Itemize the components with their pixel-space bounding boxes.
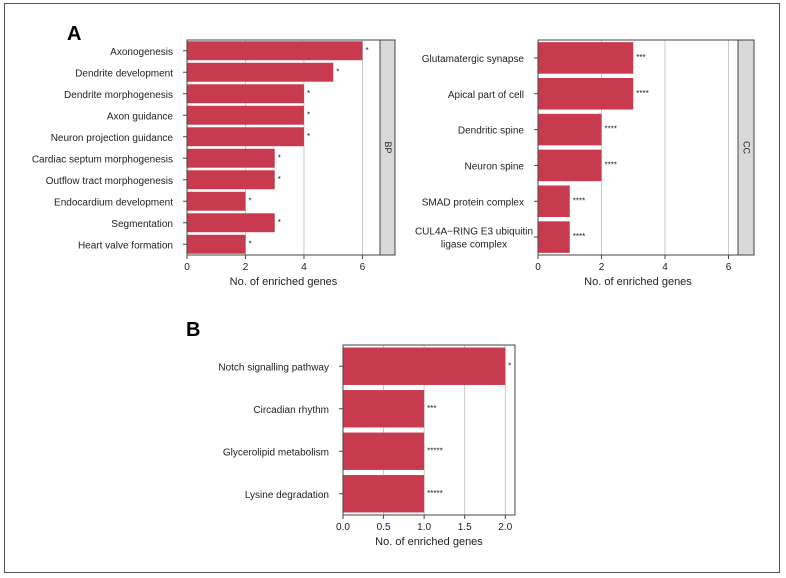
bp-bar	[187, 213, 275, 233]
kegg-bar	[343, 390, 425, 428]
kegg-x-axis-title: No. of enriched genes	[375, 536, 483, 548]
cc-plot-area	[538, 40, 738, 255]
bp-category-label: Outflow tract morphogenesis	[46, 176, 173, 187]
bp-x-tick-label: 6	[360, 262, 366, 273]
cc-significance-label: ****	[604, 125, 616, 134]
cc-x-tick-label: 6	[726, 262, 732, 273]
kegg-category-label: Glycerolipid metabolism	[223, 447, 329, 458]
bp-bar	[187, 148, 275, 168]
bp-significance-label: *	[278, 153, 281, 162]
cc-bar	[538, 42, 634, 74]
cc-facet-strip	[737, 39, 755, 256]
cc-category-label: CUL4A−RING E3 ubiquitin ligase complex	[415, 227, 533, 251]
kegg-category-label: Circadian rhythm	[253, 405, 329, 416]
bp-category-label: Segmentation	[111, 219, 173, 230]
bp-category-label: Dendrite development	[75, 68, 173, 79]
bp-bar	[187, 41, 363, 61]
bp-x-tick-label: 0	[184, 262, 190, 273]
cc-x-tick-label: 0	[535, 262, 541, 273]
bp-category-label: Axonogenesis	[110, 47, 173, 58]
kegg-bar	[343, 432, 425, 470]
bp-significance-label: *	[336, 67, 339, 76]
cc-bar	[538, 77, 634, 110]
bp-bar	[187, 170, 275, 190]
bp-significance-label: *	[307, 132, 310, 141]
kegg-bar	[343, 475, 425, 513]
bp-facet-strip	[379, 39, 396, 256]
cc-facet-label: CC	[742, 141, 752, 154]
cc-significance-label: ****	[604, 160, 616, 169]
bp-bar	[187, 191, 246, 211]
chart-bp: * Axonogenesis * Dendrite development * Dendr…	[32, 39, 396, 288]
cc-bar	[538, 149, 602, 182]
bp-category-label: Neuron projection guidance	[51, 133, 174, 144]
chart-cc: *** Glutamatergic synapse **** Apical part …	[415, 39, 755, 288]
bp-bar	[187, 234, 246, 254]
kegg-significance-label: *	[508, 361, 511, 370]
bp-significance-label: *	[278, 218, 281, 227]
kegg-x-tick-label: 1.5	[458, 522, 472, 533]
cc-category-label: Glutamatergic synapse	[422, 54, 525, 65]
cc-significance-label: ****	[573, 232, 585, 241]
bp-bar	[187, 62, 334, 82]
bp-x-tick-label: 2	[243, 262, 249, 273]
bp-bar	[187, 84, 304, 104]
bp-bar	[187, 105, 304, 125]
kegg-x-tick-label: 2.0	[498, 522, 512, 533]
cc-category-label: Dendritic spine	[458, 126, 525, 137]
cc-bar	[538, 185, 570, 218]
bp-category-label: Axon guidance	[107, 111, 174, 122]
kegg-significance-label: *****	[427, 489, 443, 498]
cc-category-label: Apical part of cell	[448, 90, 524, 101]
kegg-plot-border	[342, 344, 516, 516]
figure-frame	[4, 3, 780, 573]
bp-x-axis-title: No. of enriched genes	[230, 276, 338, 288]
kegg-category-label: Lysine degradation	[245, 490, 329, 501]
cc-significance-label: ****	[636, 89, 648, 98]
cc-x-axis-title: No. of enriched genes	[584, 276, 692, 288]
bp-category-label: Dendrite morphogenesis	[64, 90, 173, 101]
cc-x-tick-label: 2	[599, 262, 605, 273]
bp-significance-label: *	[248, 196, 251, 205]
cc-category-label: SMAD protein complex	[422, 197, 524, 208]
panel-label-b: B	[186, 319, 200, 341]
bp-significance-label: *	[365, 46, 368, 55]
bp-category-label: Cardiac septum morphogenesis	[32, 154, 173, 165]
bp-significance-label: *	[248, 239, 251, 248]
bp-significance-label: *	[278, 175, 281, 184]
kegg-x-tick-label: 0.5	[377, 522, 391, 533]
chart-kegg: * Notch signalling pathway *** Circadian rh…	[218, 344, 516, 548]
panel-label-a: A	[67, 23, 81, 45]
bp-significance-label: *	[307, 110, 310, 119]
cc-category-label: Neuron spine	[465, 161, 525, 172]
cc-significance-label: ****	[573, 196, 585, 205]
bp-bar	[187, 127, 304, 147]
bp-significance-label: *	[307, 89, 310, 98]
kegg-x-tick-label: 1.0	[417, 522, 431, 533]
kegg-bar	[343, 347, 506, 385]
kegg-significance-label: ***	[427, 404, 436, 413]
cc-bar	[538, 221, 570, 253]
kegg-category-label: Notch signalling pathway	[218, 362, 329, 373]
bp-category-label: Heart valve formation	[78, 240, 173, 251]
bp-x-tick-label: 4	[301, 262, 307, 273]
cc-significance-label: ***	[636, 53, 645, 62]
kegg-significance-label: *****	[427, 446, 443, 455]
bp-facet-label: BP	[383, 141, 393, 153]
cc-bar	[538, 113, 602, 146]
kegg-x-tick-label: 0.0	[336, 522, 350, 533]
bp-category-label: Endocardium development	[54, 197, 173, 208]
cc-x-tick-label: 4	[662, 262, 668, 273]
